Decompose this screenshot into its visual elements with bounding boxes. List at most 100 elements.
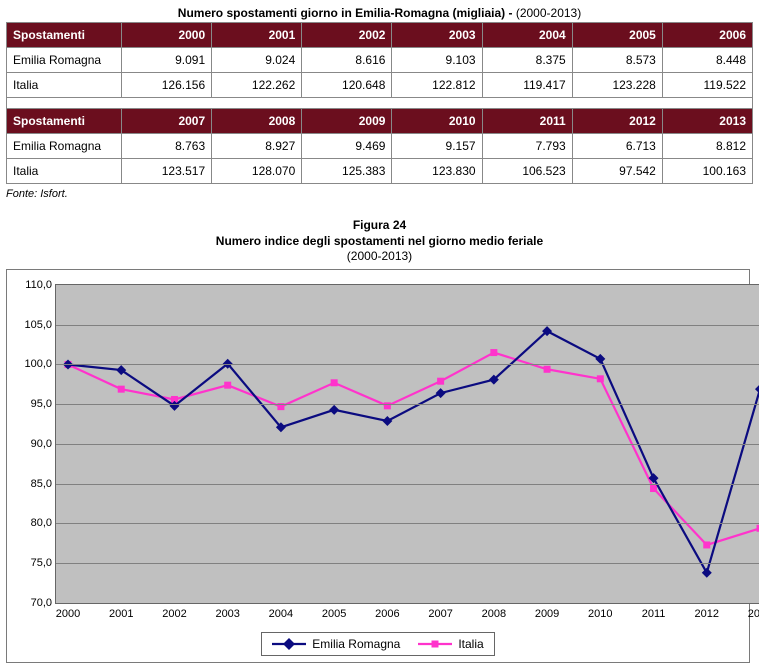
x-axis-label: 2000 xyxy=(56,608,80,620)
row-label: Emilia Romagna xyxy=(7,48,122,73)
table-source: Fonte: Isfort. xyxy=(6,188,753,200)
gridline xyxy=(56,404,759,405)
cell: 97.542 xyxy=(572,159,662,184)
chart-legend: Emilia Romagna Italia xyxy=(261,632,494,656)
cell: 123.228 xyxy=(572,73,662,98)
gridline xyxy=(56,444,759,445)
y-axis-label: 90,0 xyxy=(20,438,52,450)
x-axis-label: 2004 xyxy=(269,608,293,620)
series-marker xyxy=(650,485,657,492)
table-row: Emilia Romagna 9.091 9.024 8.616 9.103 8… xyxy=(7,48,753,73)
table-row: Italia 123.517 128.070 125.383 123.830 1… xyxy=(7,159,753,184)
table-year: 2009 xyxy=(302,109,392,134)
legend-label: Emilia Romagna xyxy=(312,637,400,651)
x-axis-label: 2006 xyxy=(375,608,399,620)
y-axis-label: 80,0 xyxy=(20,517,52,529)
table-row: Emilia Romagna 8.763 8.927 9.469 9.157 7… xyxy=(7,134,753,159)
series-line xyxy=(68,331,759,573)
cell: 106.523 xyxy=(482,159,572,184)
cell: 9.024 xyxy=(212,48,302,73)
cell: 119.522 xyxy=(662,73,752,98)
chart-container: 70,075,080,085,090,095,0100,0105,0110,02… xyxy=(6,269,750,663)
y-axis-label: 70,0 xyxy=(20,597,52,609)
table-row: Italia 126.156 122.262 120.648 122.812 1… xyxy=(7,73,753,98)
table-year: 2012 xyxy=(572,109,662,134)
x-axis-label: 2008 xyxy=(482,608,506,620)
legend-marker-italia xyxy=(418,637,452,651)
cell: 8.927 xyxy=(212,134,302,159)
gridline xyxy=(56,484,759,485)
x-axis-label: 2003 xyxy=(215,608,239,620)
series-marker xyxy=(437,377,444,384)
legend-label: Italia xyxy=(458,637,483,651)
table-year: 2006 xyxy=(662,23,752,48)
gridline xyxy=(56,563,759,564)
cell: 126.156 xyxy=(122,73,212,98)
series-marker xyxy=(382,416,392,426)
table-gap-row xyxy=(7,98,753,109)
x-axis-label: 2009 xyxy=(535,608,559,620)
table-year: 2008 xyxy=(212,109,302,134)
legend-item: Emilia Romagna xyxy=(272,637,400,651)
table-header-label: Spostamenti xyxy=(7,23,122,48)
table-year: 2001 xyxy=(212,23,302,48)
figure-caption-line3: (2000-2013) xyxy=(6,249,753,265)
gridline xyxy=(56,523,759,524)
table-year: 2011 xyxy=(482,109,572,134)
figure-caption-line2: Numero indice degli spostamenti nel gior… xyxy=(6,234,753,250)
legend-item: Italia xyxy=(418,637,483,651)
y-axis-label: 95,0 xyxy=(20,398,52,410)
cell: 122.812 xyxy=(392,73,482,98)
x-axis-label: 2012 xyxy=(695,608,719,620)
y-axis-label: 100,0 xyxy=(20,358,52,370)
x-axis-label: 2007 xyxy=(428,608,452,620)
plot-area: 70,075,080,085,090,095,0100,0105,0110,02… xyxy=(55,284,759,604)
table-year: 2007 xyxy=(122,109,212,134)
cell: 125.383 xyxy=(302,159,392,184)
table-header-row: Spostamenti 2000 2001 2002 2003 2004 200… xyxy=(7,23,753,48)
cell: 128.070 xyxy=(212,159,302,184)
cell: 8.763 xyxy=(122,134,212,159)
table-year: 2000 xyxy=(122,23,212,48)
cell: 9.103 xyxy=(392,48,482,73)
row-label: Italia xyxy=(7,73,122,98)
plot-wrap: 70,075,080,085,090,095,0100,0105,0110,02… xyxy=(55,284,739,604)
y-axis-label: 75,0 xyxy=(20,557,52,569)
cell: 8.812 xyxy=(662,134,752,159)
series-marker xyxy=(329,405,339,415)
series-marker xyxy=(702,568,712,578)
series-marker xyxy=(490,349,497,356)
series-marker xyxy=(544,366,551,373)
figure-caption-line1: Figura 24 xyxy=(6,218,753,234)
x-axis-label: 2001 xyxy=(109,608,133,620)
series-marker xyxy=(597,375,604,382)
figure-caption: Figura 24 Numero indice degli spostament… xyxy=(6,218,753,265)
cell: 9.157 xyxy=(392,134,482,159)
y-axis-label: 110,0 xyxy=(20,279,52,291)
cell: 122.262 xyxy=(212,73,302,98)
cell: 8.573 xyxy=(572,48,662,73)
table-year: 2005 xyxy=(572,23,662,48)
cell: 9.091 xyxy=(122,48,212,73)
y-axis-label: 85,0 xyxy=(20,478,52,490)
cell: 8.375 xyxy=(482,48,572,73)
cell: 100.163 xyxy=(662,159,752,184)
series-line xyxy=(68,352,759,544)
table-year: 2013 xyxy=(662,109,752,134)
cell: 119.417 xyxy=(482,73,572,98)
legend-marker-emilia xyxy=(272,637,306,651)
table-year: 2002 xyxy=(302,23,392,48)
row-label: Italia xyxy=(7,159,122,184)
table-title: Numero spostamenti giorno in Emilia-Roma… xyxy=(6,6,753,20)
table-header-label: Spostamenti xyxy=(7,109,122,134)
table-title-bold: Numero spostamenti giorno in Emilia-Roma… xyxy=(178,6,513,20)
table-title-rest: (2000-2013) xyxy=(513,6,582,20)
series-marker xyxy=(118,385,125,392)
series-marker xyxy=(224,381,231,388)
x-axis-label: 2002 xyxy=(162,608,186,620)
cell: 6.713 xyxy=(572,134,662,159)
cell: 9.469 xyxy=(302,134,392,159)
cell: 8.616 xyxy=(302,48,392,73)
x-axis-label: 2011 xyxy=(642,608,666,620)
cell: 7.793 xyxy=(482,134,572,159)
